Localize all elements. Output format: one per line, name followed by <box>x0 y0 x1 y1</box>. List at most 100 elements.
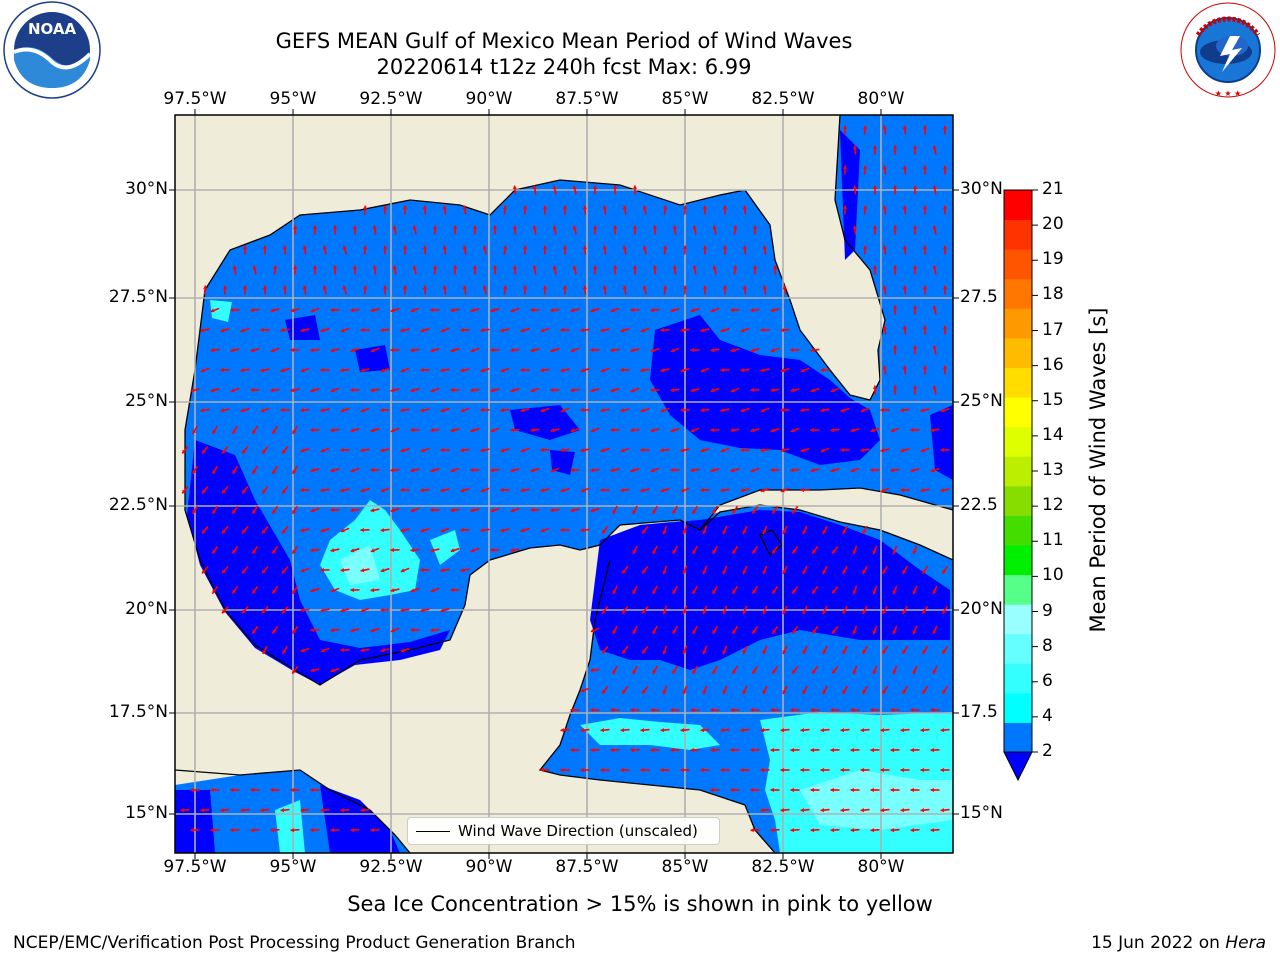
wind-wave-arrowhead <box>660 448 665 453</box>
wind-wave-arrowhead <box>782 570 787 575</box>
wind-wave-arrowhead <box>882 165 887 170</box>
wind-wave-arrowhead <box>410 348 415 353</box>
wind-wave-arrowhead <box>920 408 925 413</box>
lat-label-left: 27.5°N <box>108 287 168 307</box>
wind-wave-arrowhead <box>282 285 288 290</box>
wind-wave-arrowhead <box>292 509 297 514</box>
wind-wave-arrowhead <box>762 690 767 695</box>
wind-wave-arrowhead <box>302 245 307 250</box>
wind-wave-arrowhead <box>342 285 347 290</box>
wind-wave-arrowhead <box>912 670 917 675</box>
wind-wave-arrowhead <box>840 408 845 413</box>
wind-wave-arrowhead <box>892 185 898 189</box>
wind-wave-arrowhead <box>612 185 618 189</box>
wind-wave-arrowhead <box>210 787 214 793</box>
wind-wave-arrowhead <box>580 488 585 493</box>
wind-wave-arrowhead <box>540 528 545 533</box>
wind-wave-arrowhead <box>752 225 758 230</box>
wind-wave-arrowhead <box>810 348 815 353</box>
wind-wave-arrowhead <box>232 509 237 514</box>
wind-wave-arrowhead <box>490 388 495 393</box>
wind-wave-arrowhead <box>710 468 715 473</box>
wind-wave-arrowhead <box>780 488 785 493</box>
wind-wave-arrowhead <box>580 767 584 773</box>
wind-wave-arrowhead <box>500 368 505 373</box>
wind-wave-arrowhead <box>790 468 795 473</box>
wind-wave-arrowhead <box>250 387 254 393</box>
wind-wave-arrowhead <box>612 630 617 635</box>
wind-wave-arrowhead <box>850 428 855 433</box>
wind-wave-arrowhead <box>390 428 395 433</box>
wind-wave-arrowhead <box>500 528 505 533</box>
wind-wave-arrowhead <box>942 649 947 654</box>
wind-wave-arrowhead <box>412 265 417 270</box>
wind-wave-arrowhead <box>350 827 355 833</box>
wind-wave-arrowhead <box>792 629 797 634</box>
wind-wave-arrowhead <box>852 145 858 150</box>
wind-wave-arrowhead <box>370 388 375 393</box>
wind-wave-arrowhead <box>550 348 555 353</box>
wind-wave-arrowhead <box>870 747 874 753</box>
wind-wave-arrowhead <box>370 628 375 633</box>
wind-wave-arrowhead <box>590 468 595 473</box>
wind-wave-arrowhead <box>310 627 314 633</box>
wind-wave-arrowhead <box>840 447 844 453</box>
wind-wave-arrowhead <box>842 205 848 209</box>
wind-wave-arrowhead <box>300 648 305 653</box>
wind-wave-arrowhead <box>300 408 305 413</box>
wind-wave-arrowhead <box>550 428 555 433</box>
wind-wave-arrowhead <box>592 185 598 190</box>
wind-wave-arrowhead <box>512 265 518 270</box>
wind-wave-arrowhead <box>202 489 206 494</box>
wind-wave-arrowhead <box>800 448 805 453</box>
wind-wave-arrowhead <box>702 530 707 535</box>
wind-wave-arrowhead <box>902 125 908 130</box>
wind-wave-arrowhead <box>330 307 334 313</box>
wind-wave-arrowhead <box>932 670 937 675</box>
wind-wave-arrowhead <box>470 428 475 433</box>
wind-wave-arrowhead <box>440 368 445 373</box>
wind-wave-arrowhead <box>462 245 467 250</box>
wind-wave-arrowhead <box>212 549 217 554</box>
wind-wave-arrowhead <box>680 488 685 493</box>
wind-wave-arrowhead <box>400 608 405 613</box>
wind-wave-arrowhead <box>442 285 447 290</box>
wind-wave-arrowhead <box>620 727 625 733</box>
wind-wave-arrowhead <box>900 727 905 733</box>
wind-wave-arrowhead <box>690 428 695 433</box>
wind-wave-arrowhead <box>882 365 887 370</box>
wind-wave-arrowhead <box>662 530 667 535</box>
wind-wave-arrowhead <box>440 447 444 453</box>
wind-wave-arrowhead <box>240 807 245 813</box>
wind-wave-arrowhead <box>710 348 715 353</box>
wind-wave-arrowhead <box>712 669 717 674</box>
wind-wave-arrowhead <box>222 285 228 289</box>
wind-wave-arrowhead <box>752 669 757 674</box>
wind-wave-arrowhead <box>422 285 428 290</box>
wind-wave-arrowhead <box>622 689 627 694</box>
wind-wave-arrowhead <box>932 345 937 350</box>
wind-wave-arrowhead <box>942 245 948 249</box>
wind-wave-arrowhead <box>430 348 435 353</box>
wind-wave-arrowhead <box>250 348 255 353</box>
wind-wave-arrowhead <box>732 629 737 634</box>
wind-wave-arrowhead <box>760 727 765 733</box>
wind-wave-arrowhead <box>770 467 774 473</box>
wind-wave-arrowhead <box>330 548 335 553</box>
wind-wave-arrowhead <box>550 468 555 473</box>
wind-wave-arrowhead <box>272 629 277 634</box>
wind-wave-arrowhead <box>770 348 775 353</box>
wind-wave-arrowhead <box>503 285 508 290</box>
wind-wave-arrowhead <box>430 588 435 593</box>
wind-wave-arrowhead <box>492 265 498 269</box>
wind-wave-arrowhead <box>260 327 264 333</box>
wind-wave-arrowhead <box>702 610 707 615</box>
wind-wave-arrowhead <box>390 388 395 393</box>
wind-wave-arrowhead <box>680 448 685 453</box>
lon-label-top: 80°W <box>857 89 905 109</box>
wind-wave-arrowhead <box>310 348 315 353</box>
wind-wave-arrowhead <box>650 308 655 313</box>
wind-wave-arrowhead <box>922 649 927 654</box>
wind-wave-arrowhead <box>680 727 685 733</box>
lon-label-bottom: 82.5°W <box>751 857 815 877</box>
